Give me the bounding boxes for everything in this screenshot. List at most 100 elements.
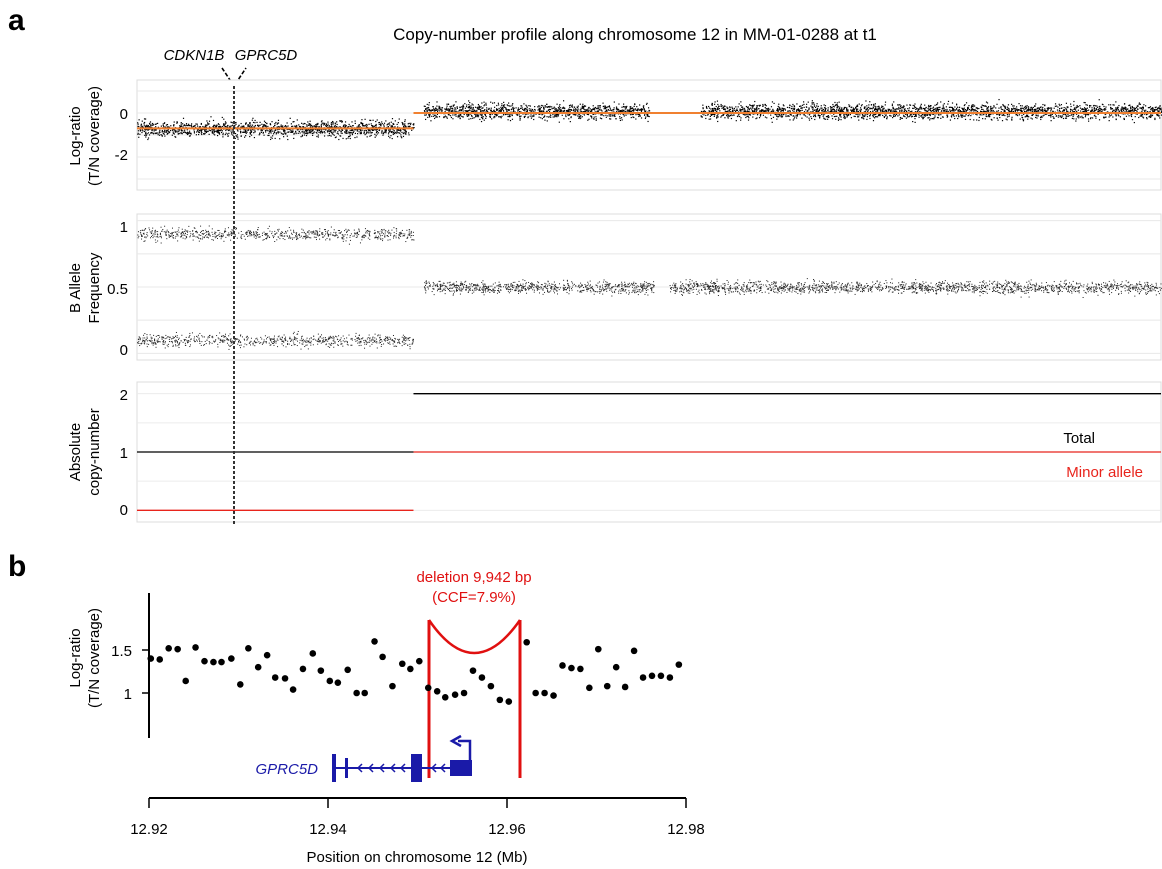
lr-point bbox=[569, 121, 571, 123]
lr-point bbox=[318, 131, 320, 134]
lr-point bbox=[388, 122, 391, 124]
lr-point bbox=[1141, 114, 1144, 116]
baf-point bbox=[159, 236, 161, 238]
lr-point bbox=[713, 109, 715, 111]
lr-point bbox=[179, 126, 181, 128]
lr-point bbox=[209, 130, 211, 132]
lr-point bbox=[585, 109, 587, 111]
lr-point bbox=[1151, 114, 1154, 117]
lr-point bbox=[334, 122, 337, 124]
lr-point bbox=[359, 129, 362, 131]
lr-point bbox=[819, 116, 821, 118]
lr-point bbox=[939, 108, 941, 111]
lr-point bbox=[640, 111, 643, 113]
lr-point bbox=[863, 106, 866, 108]
lr-point bbox=[500, 117, 502, 119]
lr-point bbox=[588, 109, 590, 112]
baf-point bbox=[220, 236, 222, 238]
lr-point bbox=[861, 113, 864, 116]
lr-point bbox=[544, 119, 546, 121]
lr-point bbox=[861, 104, 863, 106]
lr-point bbox=[523, 116, 525, 118]
lr-point bbox=[1072, 115, 1074, 118]
lr-point bbox=[643, 108, 645, 110]
lr-point bbox=[578, 116, 580, 118]
lr-point bbox=[1027, 116, 1029, 118]
lr-point bbox=[210, 116, 212, 118]
lr-point bbox=[737, 115, 739, 117]
lr-point bbox=[705, 114, 707, 117]
lr-point bbox=[392, 125, 394, 128]
lr-point bbox=[752, 111, 754, 113]
lr-point bbox=[730, 117, 733, 120]
lr-point bbox=[402, 135, 405, 138]
lr-point bbox=[454, 109, 456, 111]
lr-point bbox=[502, 109, 505, 111]
lr-point bbox=[452, 111, 454, 113]
lr-point bbox=[306, 124, 308, 126]
lr-point bbox=[980, 111, 983, 113]
lr-point bbox=[279, 131, 281, 133]
lr-point bbox=[1125, 109, 1127, 111]
lr-point bbox=[1033, 109, 1035, 111]
lr-point bbox=[558, 107, 560, 109]
lr-point bbox=[901, 107, 903, 109]
lr-point bbox=[597, 110, 600, 112]
lr-point bbox=[200, 122, 202, 125]
lr-point bbox=[1115, 108, 1117, 110]
lr-point bbox=[1146, 118, 1148, 120]
lr-point bbox=[594, 111, 597, 113]
lr-point bbox=[999, 113, 1001, 116]
lr-point bbox=[579, 103, 581, 105]
lr-point bbox=[470, 110, 472, 112]
lr-point bbox=[861, 117, 863, 119]
lr-point bbox=[987, 115, 990, 117]
lr-point bbox=[477, 103, 480, 106]
lr-point bbox=[567, 110, 570, 112]
lr-point bbox=[351, 121, 353, 123]
lr-point bbox=[526, 110, 528, 113]
lr-point bbox=[585, 109, 587, 112]
lr-point bbox=[202, 125, 204, 128]
lr-point bbox=[1141, 115, 1143, 117]
lr-point bbox=[1000, 111, 1002, 113]
lr-point bbox=[399, 129, 401, 132]
lr-point bbox=[981, 104, 983, 106]
lr-point bbox=[259, 121, 261, 123]
lr-point bbox=[774, 113, 777, 116]
lr-point bbox=[778, 103, 780, 105]
lr-point bbox=[636, 108, 639, 110]
lr-point bbox=[232, 134, 234, 136]
lr-point bbox=[528, 108, 530, 110]
lr-point bbox=[759, 111, 761, 113]
lr-point bbox=[884, 109, 886, 111]
lr-point bbox=[445, 108, 447, 110]
lr-point bbox=[1021, 114, 1023, 117]
lr-point bbox=[566, 110, 568, 112]
lr-point bbox=[756, 108, 758, 110]
lr-point bbox=[216, 131, 219, 133]
lr-point bbox=[359, 133, 361, 135]
lr-point bbox=[900, 109, 903, 111]
lr-point bbox=[316, 129, 318, 131]
lr-point bbox=[555, 114, 558, 116]
lr-point bbox=[639, 109, 641, 111]
lr-point bbox=[759, 114, 762, 116]
lr-point bbox=[504, 113, 507, 116]
lr-point bbox=[866, 113, 868, 116]
lr-point bbox=[1024, 111, 1026, 113]
lr-point bbox=[824, 105, 827, 107]
lr-point bbox=[308, 130, 310, 132]
lr-point bbox=[963, 107, 965, 109]
lr-point bbox=[458, 114, 460, 116]
lr-point bbox=[436, 105, 438, 107]
lr-point bbox=[539, 108, 541, 110]
lr-point bbox=[400, 136, 402, 138]
lr-point bbox=[855, 107, 857, 109]
lr-point bbox=[705, 117, 707, 120]
lr-point bbox=[848, 104, 850, 106]
lr-point bbox=[1007, 107, 1009, 109]
lr-point bbox=[812, 107, 814, 109]
lr-point bbox=[315, 123, 317, 126]
lr-point bbox=[840, 108, 842, 110]
